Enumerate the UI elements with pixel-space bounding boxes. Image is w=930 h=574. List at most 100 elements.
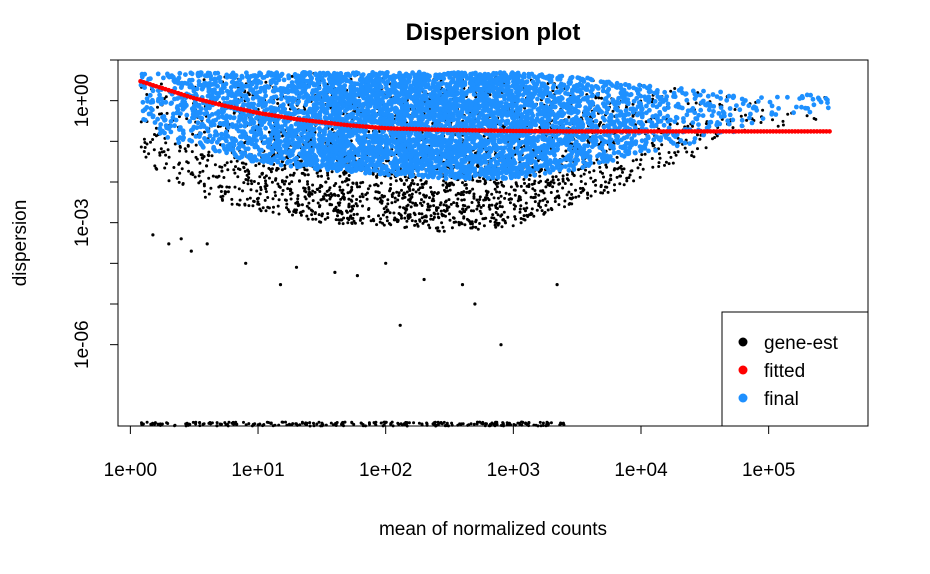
gene-est-point [543,197,547,201]
gene-est-point [304,197,308,201]
gene-est-point [282,182,286,186]
gene-est-point [657,165,661,168]
gene-est-point [358,195,362,199]
gene-est-point [270,180,274,184]
gene-est-point [376,190,380,194]
gene-est-point [364,193,368,197]
gene-est-point [229,160,233,164]
gene-est-point [669,155,673,159]
final-point [169,100,175,106]
gene-est-point [376,197,379,201]
gene-est-point [403,226,407,229]
gene-est-point [256,200,260,204]
gene-est-point [394,179,398,183]
gene-est-point [538,199,542,203]
gene-est-point [283,167,287,170]
gene-est-point [220,185,224,189]
gene-est-point [178,149,182,153]
gene-est-point [464,183,468,186]
gene-est-point [219,190,223,193]
gene-est-point [619,174,622,178]
gene-est-point [351,216,355,220]
gene-est-point [165,421,169,425]
gene-est-point [300,420,304,424]
gene-est-point [303,107,307,111]
gene-est-point [285,202,289,206]
gene-est-point [220,165,224,169]
gene-est-point [334,421,338,425]
gene-est-point [477,201,481,204]
gene-est-point [270,167,274,171]
gene-est-point [484,196,487,200]
final-point [775,94,780,100]
gene-est-point [488,219,492,223]
gene-est-point [496,213,500,217]
gene-est-point [490,192,494,196]
gene-est-point [494,211,498,214]
gene-est-point [652,143,656,147]
gene-est-point [348,190,352,194]
gene-est-point [257,162,261,166]
gene-est-point [389,187,392,190]
gene-est-point [683,146,687,150]
gene-est-point [277,212,281,216]
gene-est-point [805,114,809,118]
gene-est-point [327,188,331,192]
gene-est-point [190,171,194,175]
gene-est-point [440,221,444,225]
gene-est-point [354,202,358,206]
gene-est-point [408,189,412,192]
gene-est-point [422,200,426,204]
gene-est-point [284,179,287,183]
gene-est-point [625,179,629,183]
final-point [705,93,711,99]
gene-est-point [186,161,190,165]
gene-est-point [426,202,430,206]
gene-est-point [183,147,187,151]
gene-est-point [361,204,364,208]
gene-est-point [337,221,341,225]
gene-est-point [328,186,332,190]
gene-est-point [389,176,393,180]
gene-est-point [340,180,344,184]
gene-est-point [733,108,737,111]
gene-est-point [321,197,324,201]
gene-est-point [664,160,668,164]
gene-est-point [522,207,526,211]
gene-est-point [386,198,390,202]
gene-est-point [305,214,309,218]
gene-est-point [326,177,330,180]
gene-est-point [339,197,343,201]
gene-est-point [402,182,406,186]
gene-est-point [517,195,521,198]
gene-est-point [540,209,544,213]
gene-est-point [205,164,208,168]
gene-est-point [280,420,284,424]
gene-est-point [247,204,251,208]
gene-est-point [232,168,236,172]
gene-est-point [493,187,497,191]
gene-est-point [627,176,631,180]
gene-est-point [199,153,203,157]
gene-est-point [202,155,206,158]
gene-est-point [551,185,555,189]
final-point [739,123,745,129]
gene-est-point [761,108,765,112]
gene-est-point [600,96,603,100]
gene-est-point [199,179,203,183]
gene-est-point [485,191,489,195]
gene-est-point [578,186,582,190]
gene-est-point [638,163,642,166]
gene-est-point [485,422,488,426]
gene-est-point [233,422,237,425]
gene-est-point [329,195,333,199]
final-point [261,140,267,146]
gene-est-point [326,216,330,220]
gene-est-point [407,217,410,220]
gene-est-point [525,184,529,188]
gene-est-point [513,215,517,219]
gene-est-point [462,216,466,220]
gene-est-point [527,178,531,181]
gene-est-point [546,208,550,212]
gene-est-point [401,193,405,197]
